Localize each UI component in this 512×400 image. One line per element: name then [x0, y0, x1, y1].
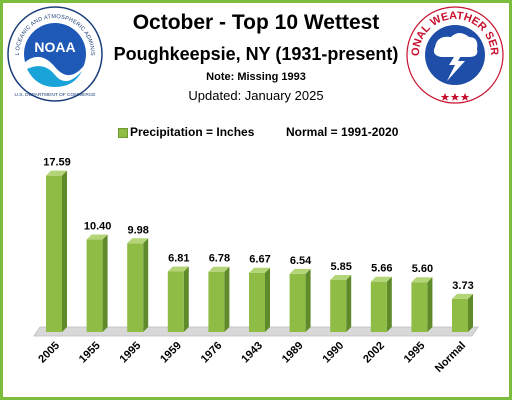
bar-front — [370, 281, 387, 332]
bar — [330, 275, 352, 332]
bar-side — [224, 266, 230, 332]
bar-front — [167, 271, 184, 332]
bar-side — [265, 267, 270, 332]
chart-note: Note: Missing 1993 — [206, 71, 306, 83]
bar-side — [386, 276, 392, 332]
bar-top — [289, 268, 311, 274]
category-label: 1995 — [402, 340, 428, 366]
noaa-bottom-text: U.S. DEPARTMENT OF COMMERCE — [14, 92, 95, 98]
bar — [452, 293, 473, 332]
bar-top — [452, 293, 473, 299]
category-label: Normal — [433, 340, 468, 375]
value-label: 17.59 — [43, 157, 71, 169]
bar — [46, 170, 67, 332]
bar — [249, 267, 270, 332]
category-label: 1959 — [158, 340, 184, 366]
bar-front — [46, 175, 62, 332]
legend-swatch — [118, 128, 128, 138]
category-label: 2005 — [36, 340, 62, 366]
value-label: 5.85 — [330, 261, 351, 273]
value-label-group: 17.59 10.40 9.98 6.81 6.78 6.67 6.54 5.85 5.66 5.… — [43, 157, 473, 292]
bar-side — [305, 268, 311, 332]
value-label: 5.60 — [412, 263, 433, 275]
bar-front — [411, 282, 428, 332]
bar-top — [46, 170, 67, 176]
bar — [127, 238, 149, 332]
bar-top — [208, 266, 230, 272]
value-label: 10.40 — [84, 221, 112, 233]
bar-top — [127, 238, 149, 244]
chart-updated: Updated: January 2025 — [188, 88, 324, 103]
bar-side — [143, 238, 149, 332]
value-label: 6.54 — [290, 255, 312, 267]
bar-top — [411, 277, 433, 283]
category-label: 2002 — [361, 340, 387, 366]
category-label-group: 2005 1955 1995 1959 1976 1943 1989 1990 2002 1995… — [36, 340, 468, 375]
bar-side — [427, 277, 433, 332]
bar-side — [183, 266, 189, 332]
category-label: 1955 — [77, 340, 103, 366]
bar-top — [167, 266, 189, 272]
bar-top — [370, 276, 392, 282]
bar-side — [346, 275, 352, 332]
value-label: 5.66 — [371, 263, 392, 275]
category-label: 1995 — [118, 340, 144, 366]
category-label: 1943 — [239, 340, 265, 366]
value-label: 6.67 — [249, 254, 270, 266]
value-label: 6.81 — [168, 252, 189, 264]
bar-side — [102, 234, 108, 332]
chart-title: October - Top 10 Wettest — [132, 11, 380, 34]
category-label: 1989 — [280, 340, 306, 366]
bar-front — [289, 273, 306, 332]
bar-top — [330, 275, 352, 280]
nws-logo: NATIONAL WEATHER SERVICE — [405, 5, 504, 104]
bar-top — [86, 234, 108, 240]
category-label: 1976 — [199, 340, 225, 366]
legend-series-label: Precipitation = Inches — [130, 125, 255, 139]
bar-front — [330, 280, 347, 332]
legend: Precipitation = Inches Normal = 1991-202… — [0, 124, 512, 142]
bar-top — [249, 267, 270, 273]
bar — [208, 266, 230, 332]
bar-side — [468, 293, 473, 332]
chart-subtitle: Poughkeepsie, NY (1931-present) — [113, 44, 399, 64]
bar-front — [452, 298, 468, 332]
bar-front — [127, 243, 144, 332]
bar-front — [86, 239, 103, 332]
bar — [370, 276, 392, 332]
bar-front — [208, 271, 225, 332]
bar-group — [46, 170, 473, 332]
value-label: 3.73 — [452, 280, 473, 292]
bar-side — [62, 170, 67, 332]
bar — [86, 234, 108, 332]
noaa-logo: NOAA NATIONAL OCEANIC AND ATMOSPHERIC AD… — [6, 5, 103, 102]
bar — [167, 266, 189, 332]
bar — [289, 268, 311, 332]
value-label: 9.98 — [127, 224, 148, 236]
legend-normal-label: Normal = 1991-2020 — [286, 125, 399, 139]
bar-front — [249, 272, 265, 332]
category-label: 1990 — [321, 340, 347, 366]
bar — [411, 277, 433, 332]
noaa-logo-name: NOAA — [34, 39, 75, 55]
value-label: 6.78 — [209, 253, 230, 265]
